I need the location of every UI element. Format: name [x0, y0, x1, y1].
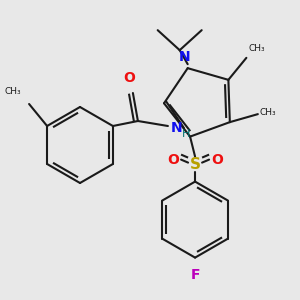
Text: N: N	[171, 121, 182, 135]
Text: CH₃: CH₃	[4, 87, 21, 96]
Text: F: F	[190, 268, 200, 282]
Text: O: O	[211, 153, 223, 166]
Text: O: O	[123, 71, 135, 85]
Text: S: S	[190, 157, 201, 172]
Text: O: O	[167, 153, 179, 166]
Text: H: H	[182, 129, 190, 139]
Text: CH₃: CH₃	[248, 44, 265, 53]
Text: N: N	[179, 50, 190, 64]
Text: CH₃: CH₃	[260, 108, 277, 117]
